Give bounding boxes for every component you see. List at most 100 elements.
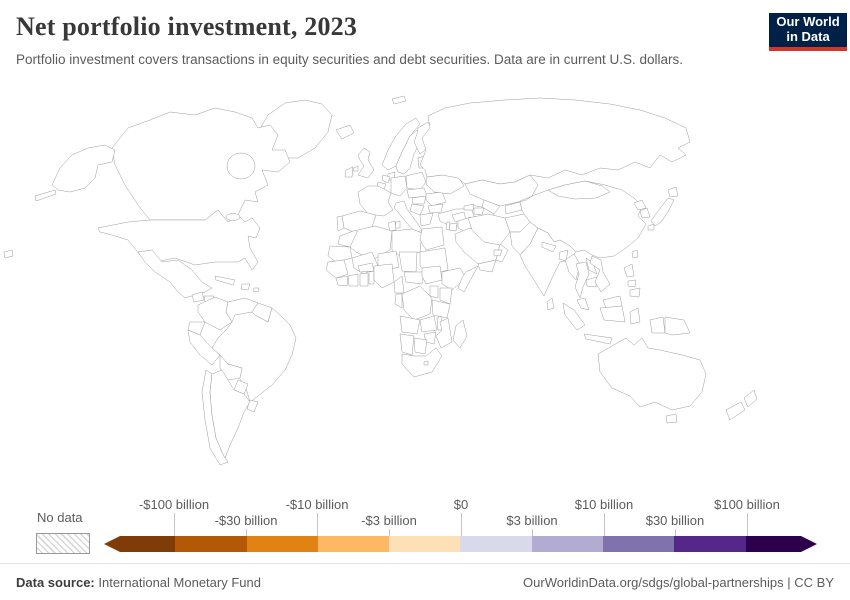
region-egypt[interactable] [419,226,445,251]
region-botswana[interactable] [413,337,428,355]
region-bolivia[interactable] [219,354,243,381]
region-hungary[interactable] [411,195,427,205]
region-myanmar[interactable] [564,253,581,281]
region-australia[interactable] [597,337,707,411]
region-tanzania[interactable] [431,299,451,319]
region-mongolia[interactable] [547,180,611,200]
region-namibia[interactable] [399,333,415,356]
region-ghana[interactable] [359,272,369,287]
region-uae-qatar[interactable] [493,249,503,257]
region-sri-lanka[interactable] [546,297,555,311]
region-lesotho[interactable] [423,360,429,366]
region-kazakhstan[interactable] [464,174,539,207]
legend-segment[interactable] [175,536,247,552]
region-russia[interactable] [419,97,691,185]
legend-segment[interactable] [603,536,675,552]
legend-segment[interactable] [104,536,176,552]
region-sumatra[interactable] [562,302,586,331]
region-georgia[interactable] [463,203,475,211]
region-china[interactable] [519,180,647,259]
region-congo-gabon[interactable] [394,293,403,309]
legend-segment[interactable] [674,536,746,552]
region-japan-hokkaido[interactable] [667,186,679,198]
region-united-kingdom[interactable] [357,147,375,179]
region-kenya[interactable] [439,287,453,305]
region-mexico[interactable] [137,249,213,299]
legend-segment[interactable] [460,536,532,552]
region-hispaniola[interactable] [240,283,251,291]
region-vietnam[interactable] [589,255,611,293]
region-taiwan[interactable] [631,249,639,259]
region-new-zealand-south[interactable] [725,401,746,421]
region-israel[interactable] [445,221,451,231]
region-zambia[interactable] [419,315,438,333]
region-ireland[interactable] [344,166,354,178]
region-mindanao[interactable] [629,287,641,298]
region-japan-kyushu[interactable] [647,223,655,231]
region-central-african-republic[interactable] [403,271,425,285]
region-mozambique[interactable] [435,317,453,349]
region-pacific-islands[interactable] [3,249,14,259]
region-west-papua[interactable] [649,316,666,334]
region-south-korea[interactable] [639,207,651,219]
region-argentina[interactable] [209,369,251,459]
region-greece[interactable] [419,212,434,227]
region-aleutians[interactable] [34,189,57,202]
region-togo-benin[interactable] [368,270,375,285]
region-tunisia[interactable] [387,220,397,232]
region-visayas[interactable] [627,279,637,288]
region-nigeria[interactable] [373,263,395,289]
region-madagascar[interactable] [452,319,468,349]
legend-segment[interactable] [531,536,604,552]
region-france[interactable] [357,185,394,217]
region-cameroon[interactable] [393,275,405,294]
region-cuba[interactable] [214,275,236,286]
region-azerbaijan[interactable] [473,207,485,216]
region-somalia[interactable] [457,265,479,293]
region-ethiopia[interactable] [441,267,467,291]
region-peru[interactable] [187,329,221,366]
region-algeria[interactable] [349,225,393,261]
region-malaysia-peninsula[interactable] [576,297,590,311]
region-iran[interactable] [467,213,511,246]
region-japan-honshu[interactable] [650,197,675,227]
region-northern-ireland[interactable] [352,165,359,172]
region-balkans[interactable] [409,203,425,216]
region-uganda[interactable] [429,285,439,299]
region-alaska[interactable] [51,144,116,193]
region-borneo[interactable] [599,305,626,323]
region-sierra-leone-liberia[interactable] [335,275,349,287]
legend-no-data-swatch[interactable] [36,533,90,554]
region-dr-congo[interactable] [401,285,433,321]
region-uruguay[interactable] [246,399,259,413]
region-south-sudan[interactable] [421,265,443,285]
region-ivory-coast[interactable] [347,273,359,287]
region-papua-new-guinea[interactable] [664,316,691,336]
region-guatemala[interactable] [191,291,205,303]
region-java[interactable] [583,333,613,345]
region-tasmania[interactable] [665,413,678,424]
region-puerto-rico[interactable] [252,287,260,293]
legend-segment[interactable] [389,536,461,552]
region-iceland[interactable] [335,124,355,140]
region-chad[interactable] [398,251,418,273]
region-brazil[interactable] [211,307,297,403]
legend-segment[interactable] [746,536,817,552]
region-north-korea[interactable] [633,199,647,211]
region-bulgaria[interactable] [427,203,444,214]
legend-segment[interactable] [317,536,390,552]
region-south-africa[interactable] [401,347,443,378]
region-greenland[interactable] [257,99,333,159]
region-jordan[interactable] [448,222,458,232]
owid-logo[interactable]: Our World in Data [769,13,847,51]
region-nepal[interactable] [541,241,557,253]
region-cambodia[interactable] [585,276,598,288]
region-new-zealand-north[interactable] [743,389,758,408]
region-senegal-guinea[interactable] [325,259,349,279]
region-poland[interactable] [405,171,427,191]
region-mauritania[interactable] [327,245,353,263]
region-netherlands[interactable] [381,174,391,184]
region-portugal[interactable] [336,215,345,232]
region-italy[interactable] [393,200,423,234]
region-yemen[interactable] [477,259,497,273]
